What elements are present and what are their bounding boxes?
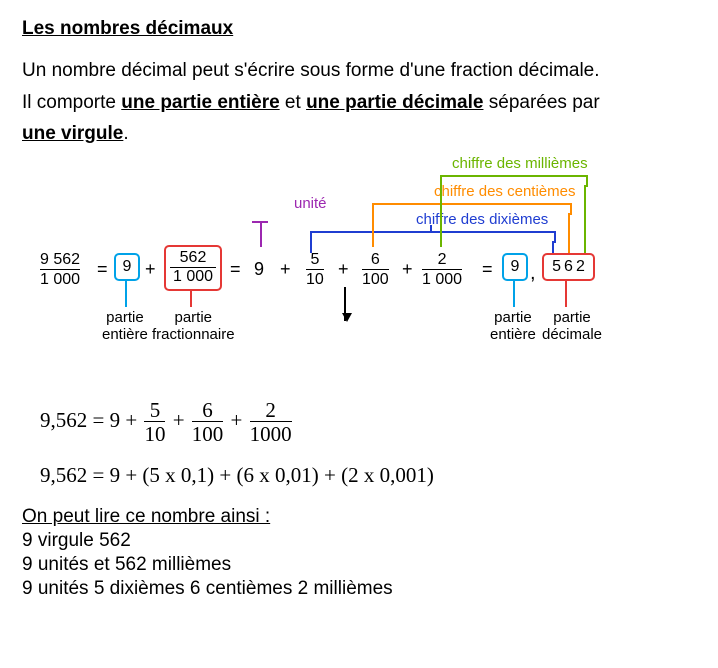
eq1-f1n: 5: [144, 399, 165, 421]
label-partie-fractionnaire: partie fractionnaire: [152, 309, 235, 344]
eq1-plus2: +: [231, 408, 248, 432]
intro-line-3: une virgule.: [22, 121, 696, 147]
frac-centiemes: 6 100: [362, 251, 389, 288]
intro-line-2: Il comporte une partie entière et une pa…: [22, 90, 696, 116]
dixiemes-tick-r: [552, 241, 554, 253]
plus-4: +: [402, 259, 413, 280]
eq1-f2n: 6: [192, 399, 224, 421]
milliemes-tick-r: [584, 185, 586, 253]
intro-virgule: une virgule: [22, 123, 123, 144]
eq1-plus1: +: [173, 408, 190, 432]
dec-stem: [565, 281, 567, 307]
fracpart-den: 1 000: [170, 267, 216, 286]
intro-text2: séparées par: [483, 92, 599, 113]
reading-line-2: 9 unités et 562 millièmes: [22, 554, 696, 576]
whole-num: 9 562: [40, 251, 80, 269]
dec-d3: 2: [576, 258, 588, 276]
milliemes-bracket: [440, 175, 588, 187]
equals-1: =: [97, 259, 108, 280]
eq1-f2d: 100: [192, 421, 224, 445]
eq1-f3n: 2: [250, 399, 292, 421]
integer-box-2: 9: [502, 253, 528, 281]
reading-title: On peut lire ce nombre ainsi :: [22, 506, 696, 528]
frac-milliemes: 2 1 000: [422, 251, 462, 288]
dixiemes-bracket: [310, 231, 556, 243]
integer-box-1: 9: [114, 253, 140, 281]
centiemes-tick-r: [568, 213, 570, 253]
int-stem-1: [125, 281, 127, 307]
eq1-f3d: 1000: [250, 421, 292, 445]
dixiemes-label-stem: [430, 225, 432, 231]
fracpart-num: 562: [180, 249, 207, 267]
integer-value: 9: [123, 258, 132, 276]
intro-dot: .: [123, 123, 128, 144]
dixiemes-tick-l: [310, 241, 312, 253]
equation-products: 9,562 = 9 + (5 x 0,1) + (6 x 0,01) + (2 …: [40, 463, 696, 488]
int-stem-2: [513, 281, 515, 307]
dec-d1: 5: [552, 258, 564, 276]
centiemes-tick-l: [372, 213, 374, 247]
center-arrow: [344, 287, 346, 321]
decimal-box: 562: [542, 253, 595, 281]
mx-den: 1 000: [422, 269, 462, 289]
plus-3: +: [338, 259, 349, 280]
fracpart-stem: [190, 291, 192, 307]
eq1-f1: 510: [144, 399, 165, 445]
intro-line-1: Un nombre décimal peut s'écrire sous for…: [22, 58, 696, 84]
label-partie-entiere-1: partie entière: [102, 309, 148, 344]
eq1-f3: 21000: [250, 399, 292, 445]
eq1-f2: 6100: [192, 399, 224, 445]
reading-line-3: 9 unités 5 dixièmes 6 centièmes 2 milliè…: [22, 578, 696, 600]
eq1-left: 9,562 = 9 +: [40, 408, 142, 432]
dec-d2: 6: [564, 258, 576, 276]
label-milliemes: chiffre des millièmes: [452, 155, 588, 172]
decomposition-diagram: chiffre des millièmes chiffre des centiè…: [22, 159, 696, 389]
page-title: Les nombres décimaux: [22, 18, 696, 40]
milliemes-tick-l: [440, 185, 442, 247]
label-partie-decimale: partie décimale: [542, 309, 602, 344]
whole-fraction: 9 562 1 000: [40, 251, 80, 288]
decimal-comma: ,: [530, 262, 536, 285]
cx-den: 100: [362, 269, 389, 289]
intro-partie-decimale: une partie décimale: [306, 92, 483, 113]
equals-3: =: [482, 259, 493, 280]
dx-num: 5: [306, 251, 324, 269]
intro-partie-entiere: une partie entière: [121, 92, 279, 113]
centiemes-bracket: [372, 203, 572, 215]
frac-dixiemes: 5 10: [306, 251, 324, 288]
whole-den: 1 000: [40, 269, 80, 289]
plus-2: +: [280, 259, 291, 280]
label-unite: unité: [294, 195, 327, 212]
unit-value: 9: [254, 259, 264, 280]
cx-num: 6: [362, 251, 389, 269]
fracpart-box: 562 1 000: [164, 245, 222, 291]
dx-den: 10: [306, 269, 324, 289]
label-partie-entiere-2: partie entière: [490, 309, 536, 344]
dec-int: 9: [511, 258, 520, 276]
reading-line-1: 9 virgule 562: [22, 530, 696, 552]
intro-and: et: [280, 92, 306, 113]
plus-1: +: [145, 259, 156, 280]
mx-num: 2: [422, 251, 462, 269]
unite-stem: [260, 221, 262, 247]
eq1-f1d: 10: [144, 421, 165, 445]
intro-text: Il comporte: [22, 92, 121, 113]
equals-2: =: [230, 259, 241, 280]
equation-fractions: 9,562 = 9 + 510 + 6100 + 21000: [40, 399, 696, 445]
